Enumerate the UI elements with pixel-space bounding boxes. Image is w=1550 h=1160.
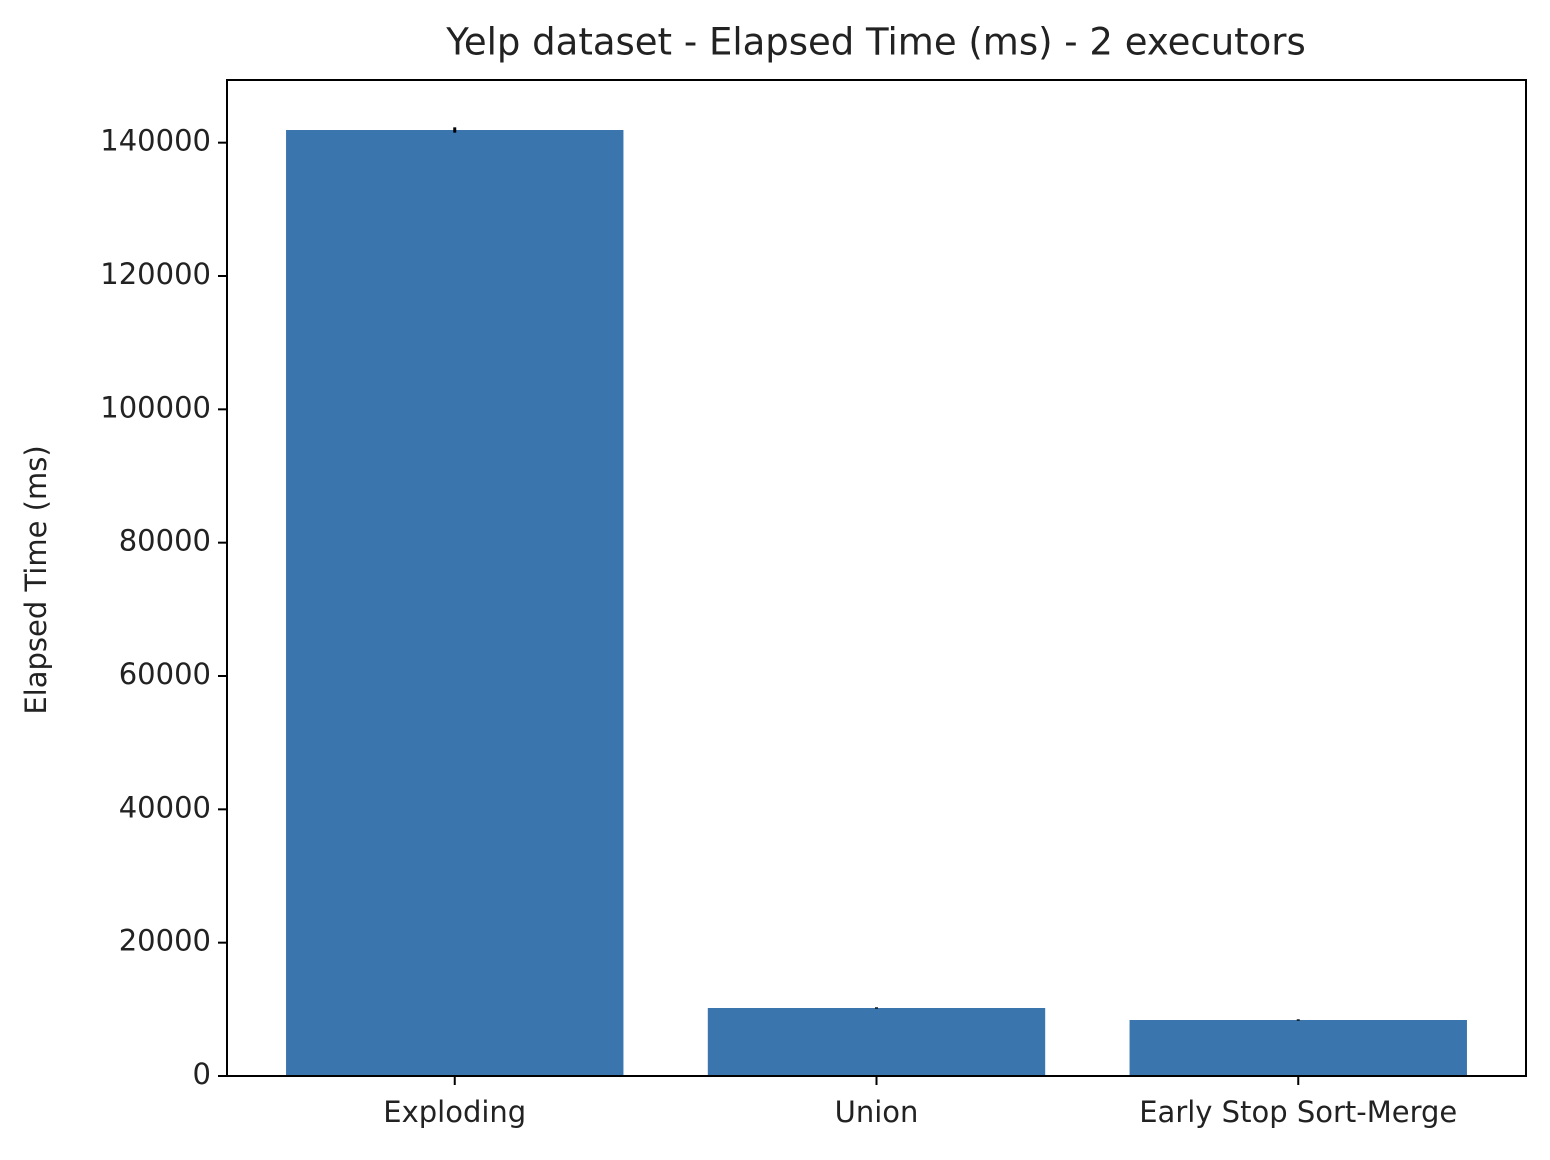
x-tick-label: Union (835, 1095, 919, 1129)
y-tick-label: 0 (193, 1057, 211, 1091)
y-tick-label: 20000 (119, 924, 211, 958)
y-tick-label: 60000 (119, 657, 211, 691)
y-tick-label: 40000 (119, 790, 211, 824)
y-tick-label: 80000 (119, 524, 211, 558)
bar (1129, 1020, 1467, 1076)
y-tick-label: 100000 (100, 390, 211, 424)
chart-title: Yelp dataset - Elapsed Time (ms) - 2 exe… (445, 21, 1306, 64)
y-tick-label: 120000 (100, 257, 211, 291)
x-tick-label: Early Stop Sort-Merge (1139, 1095, 1457, 1129)
y-tick-label: 140000 (100, 124, 211, 158)
bar (707, 1008, 1046, 1076)
y-axis-label: Elapsed Time (ms) (19, 445, 53, 714)
bar (286, 130, 624, 1076)
plot-frame (226, 79, 1527, 1077)
x-tick-label: Exploding (383, 1095, 526, 1129)
